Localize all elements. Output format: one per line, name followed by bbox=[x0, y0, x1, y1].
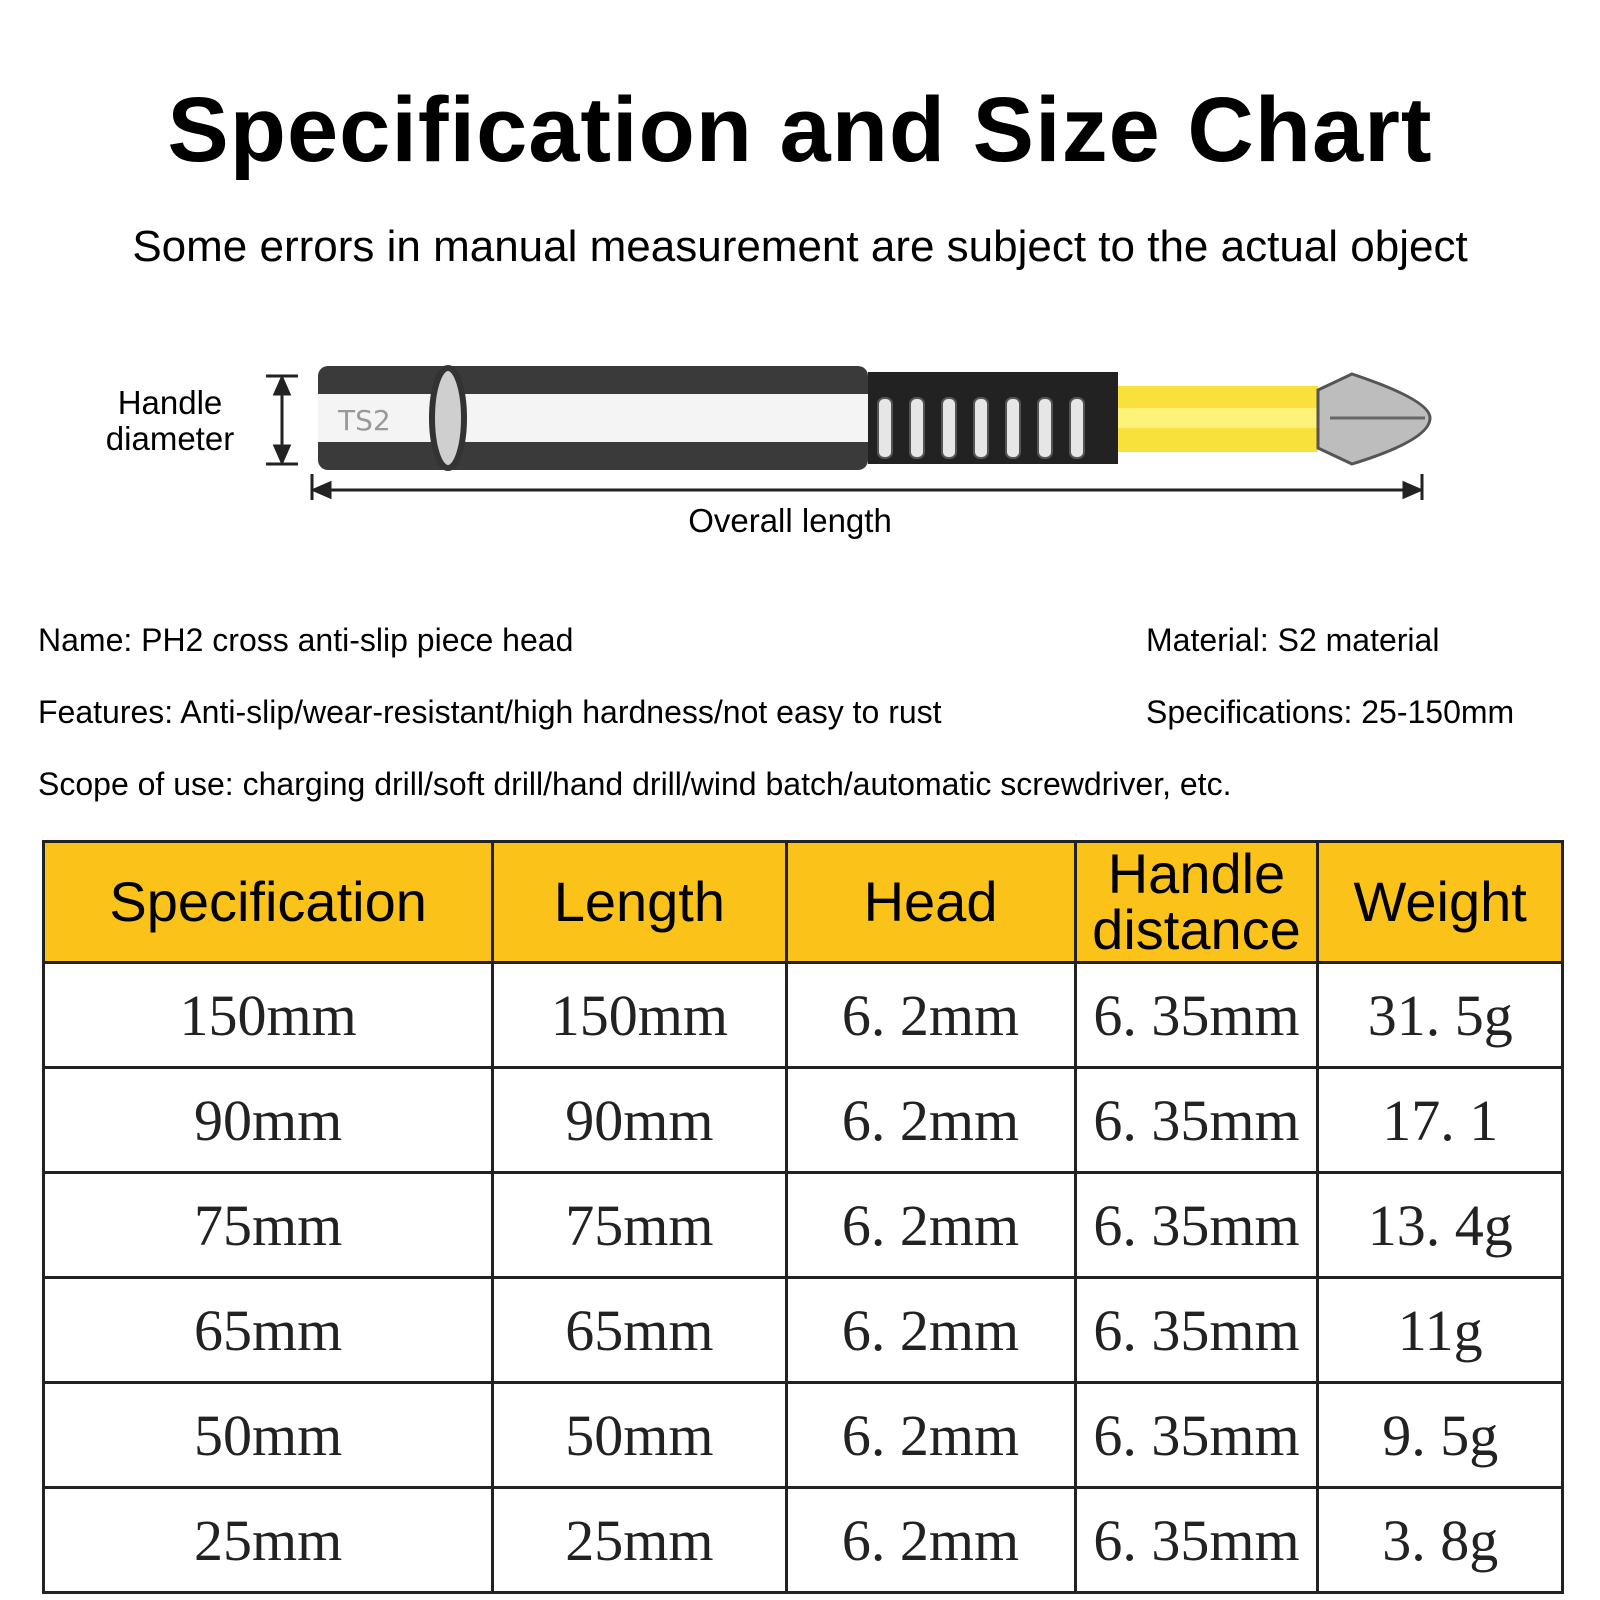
info-features: Features: Anti-slip/wear-resistant/high … bbox=[38, 694, 942, 730]
cell-weight: 17. 1 bbox=[1316, 1066, 1564, 1174]
page-subtitle: Some errors in manual measurement are su… bbox=[132, 222, 1468, 271]
table-row: 65mm 65mm 6. 2mm 6. 35mm 11g bbox=[41, 1276, 1564, 1384]
handle-diameter-label: Handle diameter bbox=[105, 384, 235, 457]
cell-head: 6. 2mm bbox=[784, 1486, 1077, 1594]
cell-head: 6. 2mm bbox=[784, 1171, 1077, 1279]
bit-marking: TS2 bbox=[337, 404, 391, 437]
table-row: 75mm 75mm 6. 2mm 6. 35mm 13. 4g bbox=[41, 1171, 1564, 1279]
header-head: Head bbox=[784, 840, 1077, 964]
cell-handle-distance: 6. 35mm bbox=[1073, 1066, 1320, 1174]
overall-length-label: Overall length bbox=[688, 502, 892, 539]
cell-weight: 3. 8g bbox=[1316, 1486, 1564, 1594]
cell-handle-distance: 6. 35mm bbox=[1073, 1486, 1320, 1594]
info-scope: Scope of use: charging drill/soft drill/… bbox=[38, 766, 1232, 802]
header-specification: Specification bbox=[41, 840, 495, 964]
cell-head: 6. 2mm bbox=[784, 1276, 1077, 1384]
cell-specification: 75mm bbox=[41, 1171, 495, 1279]
page-title: Specification and Size Chart bbox=[167, 79, 1433, 181]
cell-length: 90mm bbox=[491, 1066, 788, 1174]
table-row: 50mm 50mm 6. 2mm 6. 35mm 9. 5g bbox=[41, 1381, 1564, 1489]
cell-length: 75mm bbox=[491, 1171, 788, 1279]
cell-weight: 11g bbox=[1316, 1276, 1564, 1384]
cell-handle-distance: 6. 35mm bbox=[1073, 1276, 1320, 1384]
table-row: 150mm 150mm 6. 2mm 6. 35mm 31. 5g bbox=[41, 961, 1564, 1069]
cell-specification: 150mm bbox=[41, 961, 495, 1069]
info-name: Name: PH2 cross anti-slip piece head bbox=[38, 622, 574, 658]
cell-length: 65mm bbox=[491, 1276, 788, 1384]
info-material: Material: S2 material bbox=[1146, 622, 1440, 658]
cell-weight: 31. 5g bbox=[1316, 961, 1564, 1069]
table-row: 25mm 25mm 6. 2mm 6. 35mm 3. 8g bbox=[41, 1486, 1564, 1594]
header-length: Length bbox=[491, 840, 788, 964]
cell-specification: 50mm bbox=[41, 1381, 495, 1489]
cell-handle-distance: 6. 35mm bbox=[1073, 961, 1320, 1069]
handle-diameter-arrow bbox=[266, 374, 298, 466]
size-table: Specification Length Head Handle distanc… bbox=[41, 840, 1564, 1594]
header-weight: Weight bbox=[1316, 840, 1564, 964]
cell-weight: 9. 5g bbox=[1316, 1381, 1564, 1489]
info-specifications: Specifications: 25-150mm bbox=[1146, 694, 1515, 730]
cell-specification: 90mm bbox=[41, 1066, 495, 1174]
header-handle-distance: Handle distance bbox=[1073, 840, 1320, 964]
cell-length: 25mm bbox=[491, 1486, 788, 1594]
cell-specification: 65mm bbox=[41, 1276, 495, 1384]
cell-specification: 25mm bbox=[41, 1486, 495, 1594]
cell-weight: 13. 4g bbox=[1316, 1171, 1564, 1279]
cell-head: 6. 2mm bbox=[784, 1381, 1077, 1489]
cell-length: 150mm bbox=[491, 961, 788, 1069]
cell-handle-distance: 6. 35mm bbox=[1073, 1381, 1320, 1489]
cell-head: 6. 2mm bbox=[784, 1066, 1077, 1174]
cell-head: 6. 2mm bbox=[784, 961, 1077, 1069]
bit-body: TS2 bbox=[318, 365, 1432, 471]
cell-handle-distance: 6. 35mm bbox=[1073, 1171, 1320, 1279]
screwdriver-bit-diagram: TS2 bbox=[266, 365, 1432, 500]
table-row: 90mm 90mm 6. 2mm 6. 35mm 17. 1 bbox=[41, 1066, 1564, 1174]
table-header-row: Specification Length Head Handle distanc… bbox=[41, 840, 1564, 964]
cell-length: 50mm bbox=[491, 1381, 788, 1489]
overall-length-arrow bbox=[310, 474, 1424, 500]
